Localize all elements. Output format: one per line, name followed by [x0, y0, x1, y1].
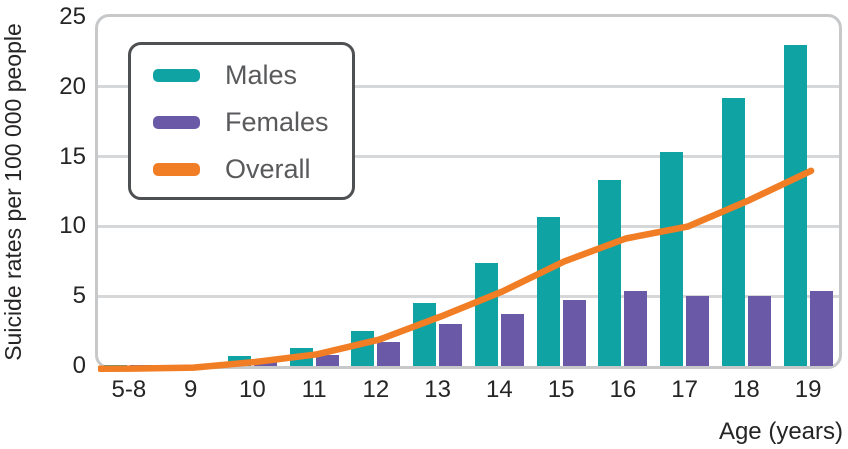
- x-label-17: 17: [671, 376, 698, 403]
- bar-females-17: [686, 295, 710, 366]
- bar-females-14: [500, 314, 524, 366]
- bar-males-14: [474, 262, 498, 366]
- overall-swatch-icon: [153, 162, 200, 176]
- bar-males-17: [660, 152, 684, 366]
- bar-females-12: [377, 342, 401, 366]
- gridline-15: [98, 155, 839, 159]
- x-label-9: 9: [183, 376, 198, 403]
- x-label-16: 16: [609, 376, 637, 403]
- x-label-11: 11: [301, 376, 327, 403]
- x-label-19: 19: [794, 376, 822, 403]
- x-label-14: 14: [486, 376, 513, 403]
- x-label-12: 12: [362, 376, 390, 403]
- y-tick-0: 0: [72, 352, 86, 379]
- y-axis-title: Suicide rates per 100 000 people: [0, 23, 26, 361]
- bar-females-16: [624, 290, 648, 366]
- x-axis-tick-labels: 5-8 9 10 11 12 13 14 15 16 17 18 19: [95, 376, 842, 408]
- y-tick-20: 20: [59, 72, 86, 100]
- bar-males-19: [783, 44, 807, 366]
- x-label-18: 18: [733, 376, 760, 403]
- bars-layer: [98, 17, 839, 366]
- legend-item-overall: Overall: [131, 146, 352, 193]
- bar-females-15: [562, 300, 586, 366]
- gridlines: [98, 17, 839, 366]
- legend-label-females: Females: [225, 106, 329, 137]
- bar-females-18: [747, 296, 771, 366]
- overall-line: [98, 167, 815, 372]
- gridline-20: [98, 85, 839, 89]
- y-tick-15: 15: [59, 142, 86, 170]
- x-label-15: 15: [547, 376, 575, 403]
- x-label-5-8: 5-8: [111, 376, 147, 403]
- gridline-5: [98, 294, 839, 298]
- plot-area: Males Females Overall: [95, 14, 842, 372]
- bar-males-18: [721, 97, 745, 366]
- x-label-13: 13: [424, 376, 451, 403]
- gridline-10: [98, 224, 839, 228]
- females-swatch-icon: [153, 115, 200, 129]
- y-tick-5: 5: [72, 282, 86, 310]
- bar-females-11: [315, 354, 339, 366]
- bar-females-13: [439, 324, 463, 366]
- legend-box: Males Females Overall: [128, 42, 355, 200]
- bar-females-19: [809, 290, 833, 366]
- legend-label-overall: Overall: [225, 153, 311, 184]
- bar-males-16: [598, 180, 622, 366]
- y-tick-10: 10: [59, 212, 86, 240]
- x-label-10: 10: [239, 376, 266, 403]
- y-tick-25: 25: [59, 3, 86, 30]
- legend-label-males: Males: [225, 59, 298, 90]
- legend-item-females: Females: [131, 99, 352, 146]
- legend-item-males: Males: [131, 52, 352, 99]
- bar-males-15: [536, 216, 560, 366]
- x-axis-title: Age (years): [718, 418, 843, 445]
- males-swatch-icon: [153, 68, 200, 82]
